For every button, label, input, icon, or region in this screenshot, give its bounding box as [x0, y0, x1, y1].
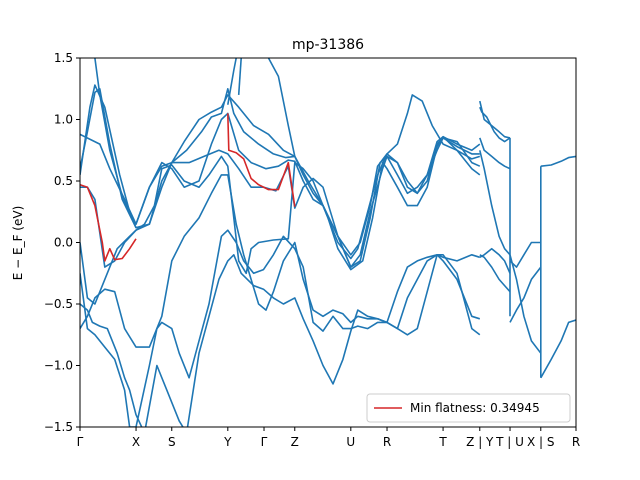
- x-tick-label: Y: [223, 435, 232, 449]
- band-line-21: [509, 266, 542, 323]
- y-tick-label: −1.5: [44, 420, 73, 434]
- band-line-14: [479, 100, 511, 139]
- x-tick-label: Γ: [77, 435, 84, 449]
- x-tick-label: T | U: [495, 435, 524, 449]
- band-line-15: [479, 137, 511, 170]
- band-line-22: [509, 254, 542, 354]
- x-tick-label: S: [168, 435, 176, 449]
- band-line-10: [237, 58, 242, 95]
- x-tick-label: Z: [291, 435, 299, 449]
- y-tick-label: 0.0: [54, 236, 73, 250]
- y-tick-label: 1.0: [54, 113, 73, 127]
- y-tick-label: 1.5: [54, 51, 73, 65]
- band-line-3: [80, 84, 481, 260]
- chart-title: mp-31386: [292, 37, 364, 53]
- x-tick-label: Γ: [261, 435, 268, 449]
- band-line-17: [479, 254, 511, 293]
- band-line-9: [227, 58, 237, 105]
- legend-box: [366, 393, 571, 423]
- y-tick-label: 0.5: [54, 174, 73, 188]
- band-line-12: [94, 58, 137, 229]
- band-lines: [80, 58, 576, 427]
- band-line-16: [479, 150, 511, 256]
- band-line-8: [80, 254, 481, 427]
- y-tick-label: −1.0: [44, 359, 73, 373]
- x-tick-label: Z | Y: [466, 435, 494, 449]
- x-tick-label: X: [132, 435, 140, 449]
- band-line-2: [80, 94, 481, 256]
- y-tick-label: −0.5: [44, 297, 73, 311]
- legend: Min flatness: 0.34945: [366, 393, 571, 423]
- x-tick-label: T: [438, 435, 447, 449]
- legend-label: Min flatness: 0.34945: [410, 401, 540, 415]
- band-line-6: [80, 174, 481, 348]
- band-line-24: [540, 155, 576, 167]
- y-axis-label: E − E_F (eV): [11, 206, 25, 281]
- band-line-7: [80, 229, 481, 427]
- band-line-18: [479, 247, 511, 274]
- band-line-25: [540, 319, 576, 379]
- x-tick-label: X | S: [527, 435, 555, 449]
- band-line-11: [267, 58, 296, 157]
- x-tick-label: U: [346, 435, 355, 449]
- band-line-20: [509, 241, 541, 268]
- x-tick-label: R: [572, 435, 580, 449]
- band-line-5: [80, 135, 481, 305]
- x-tick-label: R: [383, 435, 391, 449]
- flat-band-line-2: [227, 113, 296, 207]
- flat-band-line: [80, 183, 137, 262]
